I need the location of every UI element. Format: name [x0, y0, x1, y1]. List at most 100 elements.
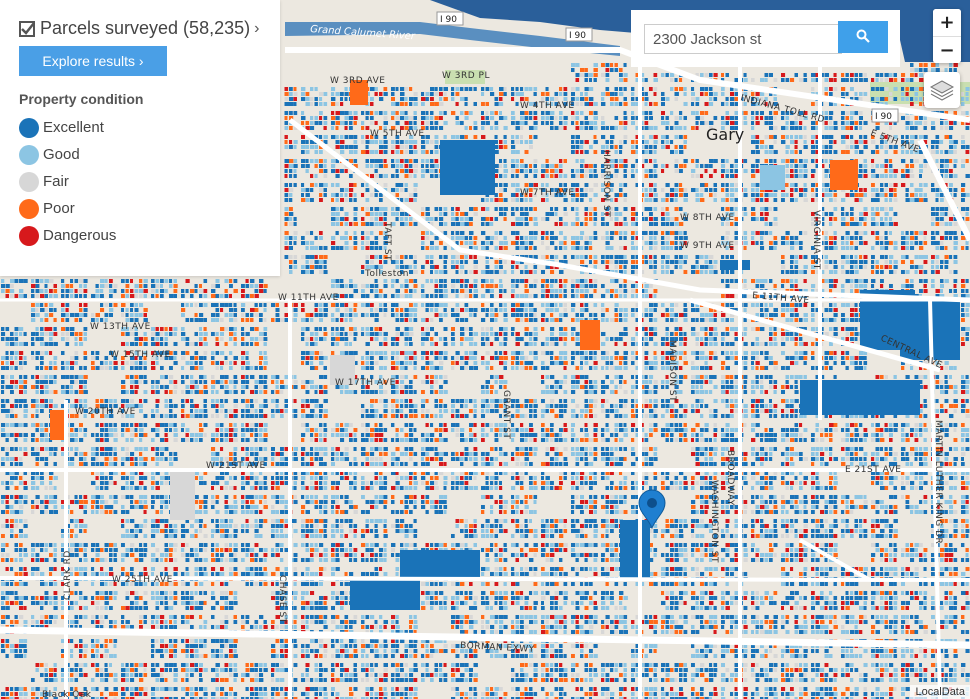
parcel[interactable]: [811, 265, 816, 269]
parcel[interactable]: [335, 145, 340, 149]
parcel[interactable]: [700, 92, 704, 96]
parcel[interactable]: [811, 318, 815, 322]
parcel[interactable]: [665, 332, 669, 336]
parcel[interactable]: [593, 111, 598, 115]
parcel[interactable]: [845, 121, 850, 125]
parcel[interactable]: [965, 97, 969, 101]
parcel[interactable]: [919, 246, 924, 250]
parcel[interactable]: [520, 303, 525, 307]
parcel[interactable]: [653, 342, 658, 346]
parcel[interactable]: [781, 126, 786, 130]
parcel[interactable]: [305, 102, 310, 106]
parcel[interactable]: [811, 270, 815, 274]
parcel[interactable]: [670, 111, 674, 115]
parcel[interactable]: [391, 97, 395, 101]
parcel[interactable]: [194, 313, 198, 317]
parcel[interactable]: [811, 150, 816, 154]
parcel[interactable]: [550, 126, 554, 130]
parcel[interactable]: [310, 231, 314, 235]
parcel[interactable]: [803, 289, 808, 293]
parcel[interactable]: [310, 97, 314, 101]
parcel[interactable]: [310, 270, 314, 274]
parcel[interactable]: [575, 159, 579, 163]
parcel[interactable]: [871, 164, 875, 168]
parcel[interactable]: [605, 174, 610, 178]
parcel[interactable]: [391, 207, 395, 211]
parcel[interactable]: [965, 313, 970, 317]
parcel[interactable]: [383, 145, 388, 149]
parcel[interactable]: [593, 193, 598, 197]
parcel[interactable]: [533, 92, 537, 96]
parcel[interactable]: [944, 159, 949, 163]
parcel[interactable]: [91, 294, 96, 298]
parcel[interactable]: [340, 150, 345, 154]
parcel[interactable]: [541, 270, 545, 274]
parcel[interactable]: [824, 87, 828, 91]
parcel[interactable]: [605, 164, 609, 168]
parcel[interactable]: [683, 217, 688, 221]
parcel[interactable]: [919, 231, 923, 235]
parcel[interactable]: [460, 236, 464, 240]
parcel[interactable]: [803, 169, 808, 173]
parcel[interactable]: [413, 116, 418, 120]
parcel[interactable]: [845, 116, 850, 120]
parcel[interactable]: [589, 169, 593, 173]
parcel[interactable]: [580, 121, 584, 125]
parcel[interactable]: [203, 279, 208, 283]
parcel[interactable]: [674, 332, 679, 336]
parcel[interactable]: [764, 217, 768, 221]
parcel[interactable]: [965, 145, 970, 149]
parcel[interactable]: [374, 222, 379, 226]
parcel[interactable]: [919, 279, 923, 283]
parcel[interactable]: [683, 255, 688, 259]
parcel[interactable]: [683, 140, 688, 144]
parcel[interactable]: [550, 342, 555, 346]
parcel[interactable]: [635, 212, 640, 216]
parcel[interactable]: [695, 97, 700, 101]
parcel[interactable]: [709, 193, 713, 197]
parcel[interactable]: [803, 183, 807, 187]
parcel[interactable]: [944, 169, 949, 173]
parcel[interactable]: [293, 236, 298, 240]
parcel[interactable]: [503, 289, 507, 293]
parcel[interactable]: [790, 164, 794, 168]
parcel[interactable]: [473, 279, 478, 283]
parcel[interactable]: [515, 222, 521, 226]
parcel[interactable]: [635, 159, 640, 163]
parcel[interactable]: [151, 332, 156, 336]
parcel[interactable]: [533, 111, 538, 115]
parcel[interactable]: [529, 188, 533, 192]
parcel[interactable]: [494, 337, 499, 341]
parcel[interactable]: [35, 356, 39, 360]
parcel[interactable]: [893, 183, 898, 187]
parcel[interactable]: [751, 303, 755, 307]
parcel[interactable]: [361, 265, 365, 269]
parcel[interactable]: [289, 241, 292, 245]
parcel[interactable]: [545, 236, 549, 240]
parcel[interactable]: [829, 279, 834, 283]
parcel[interactable]: [451, 265, 456, 269]
parcel[interactable]: [841, 222, 846, 226]
parcel[interactable]: [113, 289, 117, 293]
parcel[interactable]: [931, 126, 936, 130]
parcel[interactable]: [953, 68, 957, 72]
parcel[interactable]: [845, 193, 850, 197]
parcel[interactable]: [751, 231, 755, 235]
parcel[interactable]: [409, 159, 413, 163]
parcel[interactable]: [434, 265, 439, 269]
parcel[interactable]: [490, 116, 495, 120]
parcel[interactable]: [949, 217, 953, 221]
parcel[interactable]: [820, 318, 825, 322]
parcel[interactable]: [550, 270, 555, 274]
parcel[interactable]: [953, 255, 958, 259]
parcel[interactable]: [541, 241, 545, 245]
parcel[interactable]: [623, 174, 628, 178]
parcel[interactable]: [349, 145, 354, 149]
parcel[interactable]: [451, 236, 455, 240]
parcel[interactable]: [499, 289, 503, 293]
parcel[interactable]: [451, 289, 455, 293]
parcel[interactable]: [571, 183, 576, 187]
parcel[interactable]: [619, 308, 623, 312]
parcel[interactable]: [533, 236, 538, 240]
parcel[interactable]: [589, 241, 592, 245]
